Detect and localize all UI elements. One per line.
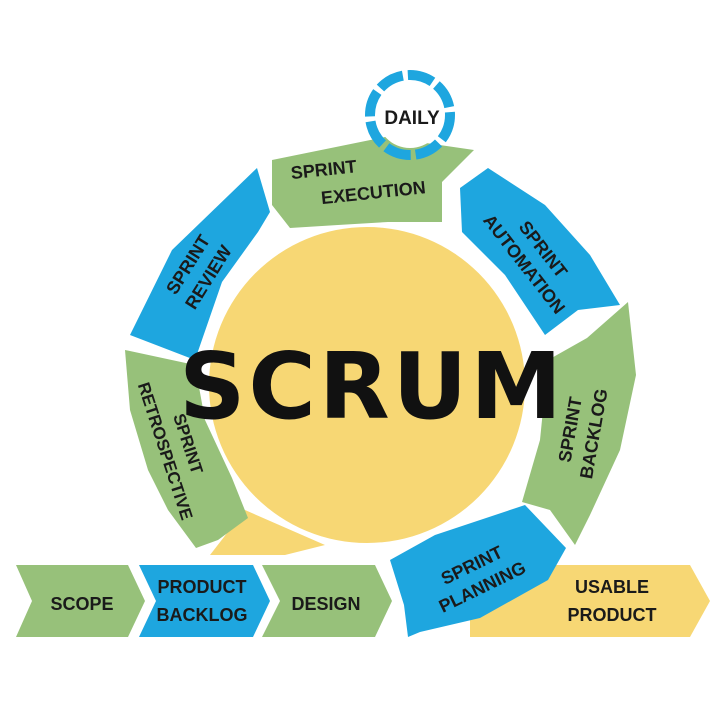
- sprint-execution-segment: [272, 137, 474, 228]
- sprint-automation-segment: [460, 168, 620, 335]
- design-arrow: [262, 565, 392, 637]
- product-backlog-line1: PRODUCT: [158, 577, 247, 597]
- scope-label: SCOPE: [50, 594, 113, 614]
- daily-cycle-ring: [365, 70, 455, 160]
- scope-arrow: [16, 565, 145, 637]
- usable-product-line1: USABLE: [575, 577, 649, 597]
- usable-product-line2: PRODUCT: [568, 605, 657, 625]
- product-backlog-line2: BACKLOG: [157, 605, 248, 625]
- daily-label: DAILY: [384, 108, 440, 129]
- scrum-circle: [209, 227, 525, 543]
- design-label: DESIGN: [291, 594, 360, 614]
- sprint-backlog-segment: [522, 302, 636, 545]
- sprint-planning-segment: [390, 505, 566, 637]
- scrum-title: SCRUM: [179, 333, 565, 440]
- product-backlog-arrow: [139, 565, 270, 637]
- sprint-retrospective-segment: [125, 350, 248, 548]
- sprint-review-segment: [130, 168, 270, 360]
